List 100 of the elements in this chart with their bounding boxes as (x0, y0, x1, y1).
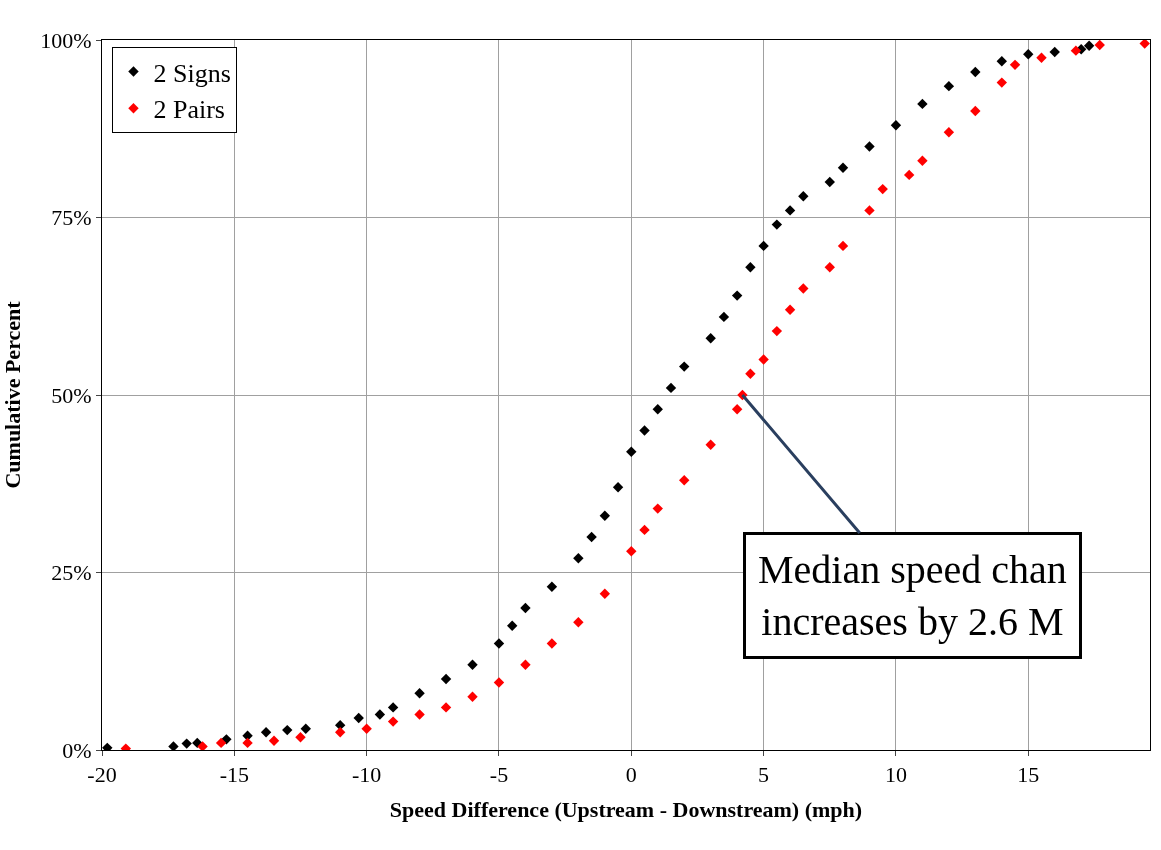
point (612, 482, 624, 493)
point (599, 510, 611, 521)
point (837, 240, 849, 252)
point (300, 723, 311, 734)
y-tick-label: 75% (51, 205, 92, 231)
point (771, 325, 783, 337)
point (943, 127, 955, 138)
point (798, 191, 809, 202)
point (837, 162, 849, 173)
point (1083, 40, 1095, 51)
point (546, 581, 558, 592)
point (507, 620, 518, 631)
point (467, 691, 478, 702)
point (493, 638, 505, 649)
point (361, 723, 372, 734)
point (626, 446, 637, 457)
point (943, 80, 955, 92)
point (745, 368, 756, 379)
point (1094, 40, 1105, 51)
point (745, 262, 756, 273)
point (546, 638, 558, 649)
point (1139, 40, 1150, 49)
point (652, 503, 663, 514)
point (758, 240, 769, 252)
point (295, 732, 306, 743)
point (586, 531, 597, 543)
point (387, 716, 399, 727)
point (520, 602, 531, 614)
point (1070, 45, 1082, 56)
point (440, 673, 452, 685)
point (970, 105, 981, 117)
point (705, 333, 716, 344)
point (1023, 49, 1034, 60)
point (440, 702, 452, 713)
point (705, 439, 716, 450)
point (731, 404, 743, 415)
x-tick-label: 5 (758, 762, 770, 788)
point (1036, 52, 1047, 63)
point (374, 709, 386, 720)
point (639, 425, 650, 436)
point (1049, 46, 1060, 58)
x-tick-label: 0 (625, 762, 637, 788)
x-tick-label: -10 (351, 762, 382, 788)
y-tick-label: 0% (62, 737, 92, 763)
x-tick-label: -20 (87, 762, 117, 788)
point (467, 659, 478, 670)
point (996, 56, 1007, 67)
point (903, 169, 915, 181)
point (414, 688, 425, 699)
point (168, 741, 179, 750)
point (242, 737, 253, 749)
point (758, 354, 769, 365)
point (824, 176, 835, 188)
point (917, 98, 928, 110)
point (864, 141, 875, 152)
point (181, 738, 192, 749)
point (784, 205, 796, 216)
point (718, 311, 730, 323)
point (679, 475, 690, 486)
point (215, 737, 227, 749)
point (665, 382, 677, 394)
point (573, 553, 584, 564)
point (771, 219, 783, 230)
point (414, 709, 425, 720)
point (520, 659, 531, 670)
legend-label: 2 Pairs (153, 95, 225, 125)
point (864, 205, 875, 216)
point (282, 724, 293, 736)
point (970, 66, 981, 78)
point (334, 727, 346, 738)
y-tick-label: 50% (51, 382, 92, 408)
point (890, 120, 902, 131)
point (268, 735, 280, 746)
point (731, 290, 743, 301)
point (679, 361, 690, 372)
legend-label: 2 Signs (153, 58, 231, 88)
point (824, 262, 835, 273)
point (387, 702, 399, 713)
point (996, 77, 1007, 88)
point (626, 546, 637, 557)
point (599, 588, 611, 599)
point (652, 404, 663, 415)
point (197, 741, 208, 750)
y-tick-label: 100% (40, 27, 92, 53)
point (639, 524, 650, 536)
x-tick-label: 15 (1017, 762, 1040, 788)
x-axis-title: Speed Difference (Upstream - Downstream) (mph) (389, 797, 863, 823)
x-tick-label: -15 (219, 762, 249, 788)
point (573, 617, 584, 628)
y-tick-label: 25% (51, 560, 92, 586)
point (260, 727, 272, 738)
point (493, 677, 505, 688)
point (784, 304, 796, 315)
x-tick-label: -5 (489, 762, 509, 788)
point (353, 712, 364, 724)
x-tick-label: 10 (884, 762, 907, 788)
point (1009, 59, 1021, 71)
point (917, 155, 928, 166)
y-axis-title: Cumulative Percent (0, 300, 25, 489)
point (798, 283, 809, 294)
